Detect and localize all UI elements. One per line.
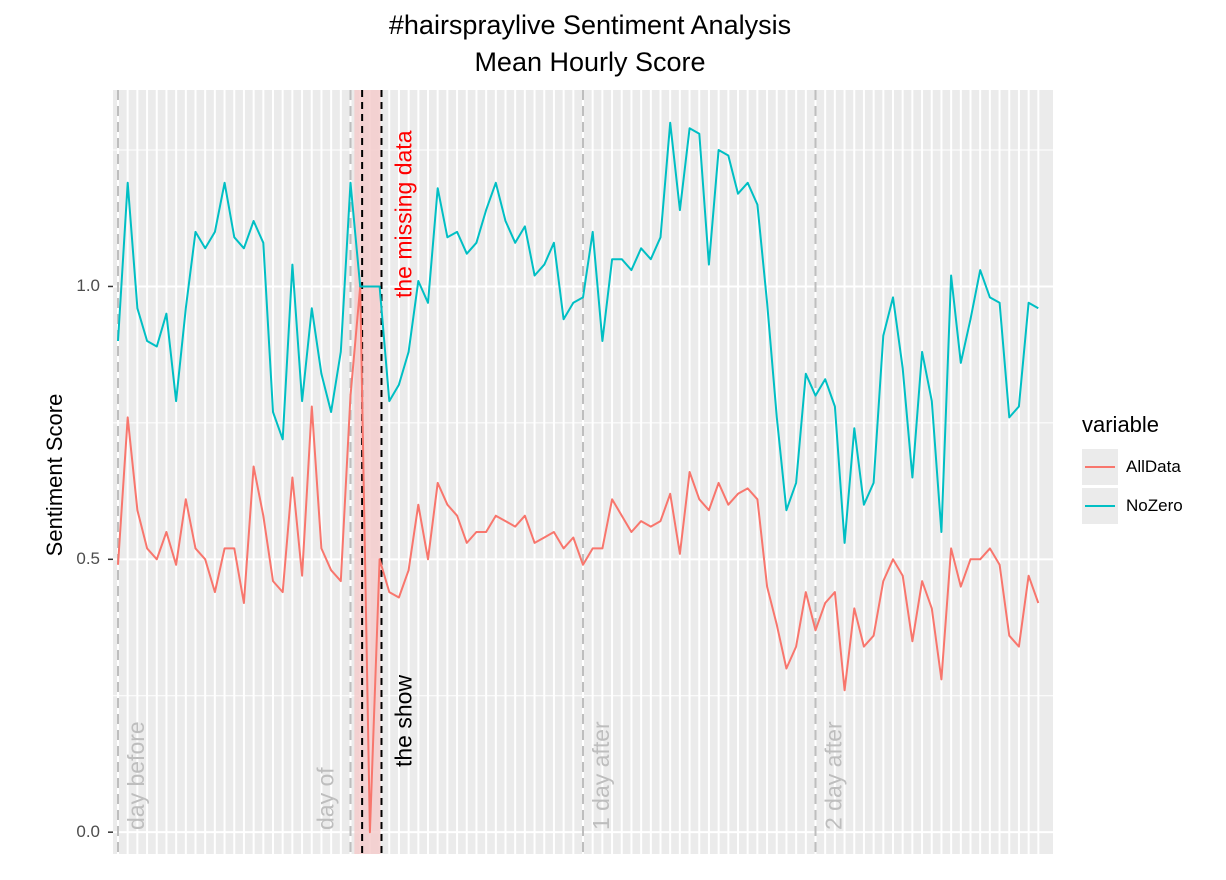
chart-subtitle: Mean Hourly Score bbox=[474, 47, 706, 77]
day-marker-label-day-of: day of bbox=[313, 767, 339, 830]
y-tick-label: 0.5 bbox=[76, 549, 100, 569]
legend-key-alldata bbox=[1082, 448, 1118, 485]
chart-title: #hairspraylive Sentiment Analysis bbox=[388, 10, 792, 40]
legend-key-nozero bbox=[1082, 487, 1118, 524]
series-line-nozero bbox=[117, 121, 1039, 544]
legend-swatch-nozero bbox=[1085, 504, 1115, 507]
legend-item-nozero: NoZero bbox=[1082, 486, 1183, 525]
legend-title: variable bbox=[1082, 412, 1160, 437]
legend-item-alldata: AllData bbox=[1082, 447, 1183, 486]
legend: variable AllData NoZero bbox=[1082, 412, 1183, 525]
day-marker-label-2-day-after: 2 day after bbox=[821, 721, 847, 830]
legend-label-alldata: AllData bbox=[1126, 456, 1181, 476]
day-marker-label-1-day-after: 1 day after bbox=[588, 721, 614, 830]
series-line-alldata bbox=[117, 285, 1040, 834]
legend-label-nozero: NoZero bbox=[1126, 495, 1183, 515]
legend-swatch-alldata bbox=[1085, 465, 1115, 468]
missing-data-annotation-label: the missing data bbox=[391, 130, 417, 298]
show-annotation-label: the show bbox=[391, 675, 417, 767]
y-tick-label: 0.0 bbox=[76, 822, 100, 842]
day-marker-label-day-before: day before bbox=[123, 721, 149, 830]
y-tick-label: 1.0 bbox=[76, 276, 100, 296]
